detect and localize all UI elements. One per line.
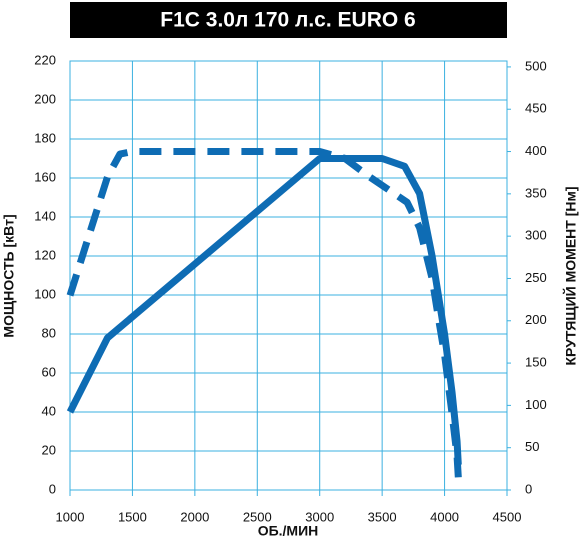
chart-title: F1C 3.0л 170 л.с. EURO 6 [160, 9, 415, 32]
x-tick-label: 4500 [493, 509, 522, 524]
y-tick-label: 80 [42, 325, 56, 340]
y-tick-label: 200 [34, 91, 56, 106]
y2-tick-label: 200 [525, 312, 547, 327]
y-tick-label: 160 [34, 169, 56, 184]
y2-tick-label: 300 [525, 228, 547, 243]
y-tick-label: 40 [42, 403, 56, 418]
x-tick-label: 3500 [368, 509, 397, 524]
y-tick-label: 60 [42, 364, 56, 379]
x-tick-label: 4000 [430, 509, 459, 524]
y-tick-label: 140 [34, 208, 56, 223]
x-tick-label: 1000 [56, 509, 85, 524]
series-line [66, 148, 462, 478]
y2-tick-label: 150 [525, 355, 547, 370]
x-tick-label: 3000 [305, 509, 334, 524]
y-tick-label: 100 [34, 286, 56, 301]
y2-tick-label: 100 [525, 397, 547, 412]
y-tick-label: 180 [34, 130, 56, 145]
y-tick-label: 0 [49, 481, 56, 496]
y-tick-label: 20 [42, 442, 56, 457]
x-tick-label: 2500 [243, 509, 272, 524]
y2-tick-label: 400 [525, 143, 547, 158]
x-axis-label: ОБ./МИН [258, 523, 319, 539]
y2-tick-label: 250 [525, 270, 547, 285]
series-line [66, 155, 462, 465]
y2-axis-label: КРУТЯЩИЙ МОМЕНТ [Нм] [562, 186, 579, 365]
title-box [70, 2, 507, 38]
x-tick-label: 2000 [180, 509, 209, 524]
y2-tick-label: 0 [525, 481, 532, 496]
plot-frame [69, 60, 508, 491]
y-axis-label: МОЩНОСТЬ [кВт] [1, 214, 17, 337]
y2-tick-label: 450 [525, 101, 547, 116]
y2-tick-label: 50 [525, 439, 539, 454]
y2-tick-label: 350 [525, 185, 547, 200]
y-tick-label: 220 [34, 52, 56, 67]
y2-tick-label: 500 [525, 58, 547, 73]
x-tick-label: 1500 [118, 509, 147, 524]
y-tick-label: 120 [34, 247, 56, 262]
